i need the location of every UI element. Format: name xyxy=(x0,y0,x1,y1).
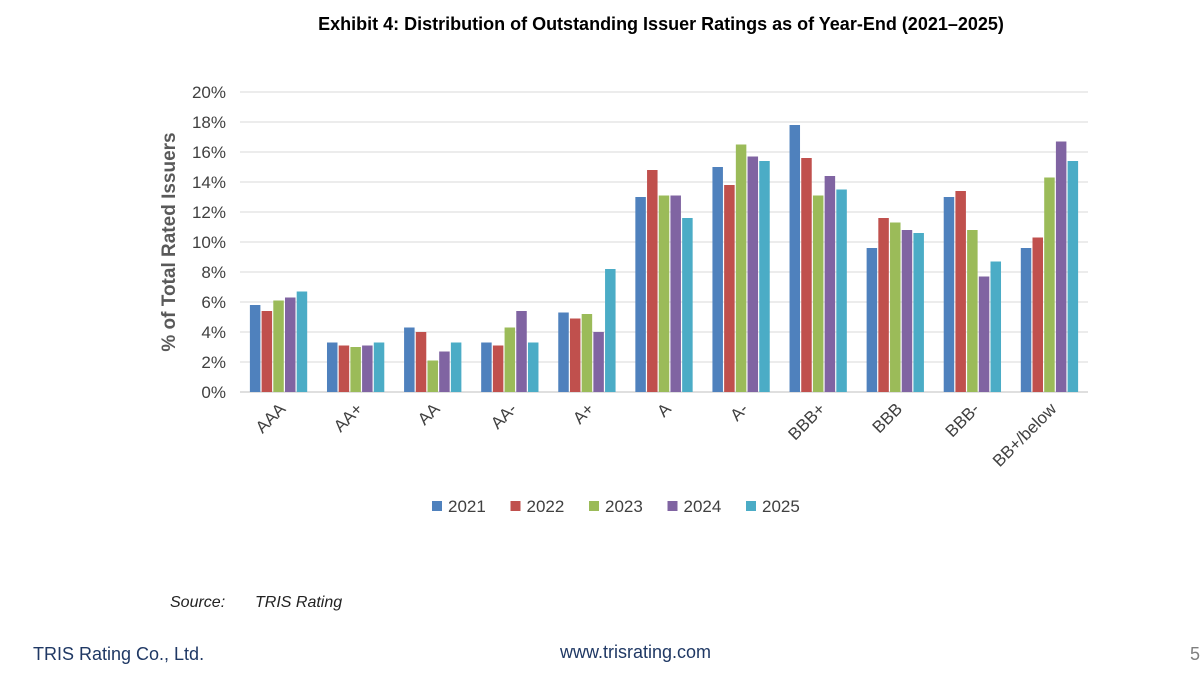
bar-2021-AA+ xyxy=(326,342,338,392)
legend: 2021 2022 2023 2024 2025 xyxy=(432,497,800,516)
bar-2022-BB+/below xyxy=(1032,237,1044,392)
y-tick-label: 6% xyxy=(201,293,226,312)
bar-2025-BBB+ xyxy=(836,189,847,392)
y-tick-label: 16% xyxy=(192,143,226,162)
bar-2023-AAA xyxy=(273,300,284,392)
source-value: TRIS Rating xyxy=(255,594,343,611)
bar-2022-AA xyxy=(415,332,427,392)
x-tick-label: A+ xyxy=(569,399,598,428)
y-tick-label: 18% xyxy=(192,113,226,132)
bar-2022-AA- xyxy=(492,345,504,392)
bar-2025-AA+ xyxy=(373,342,385,392)
bar-2021-AA xyxy=(404,327,415,392)
y-tick-label: 12% xyxy=(192,203,226,222)
bar-2024-BBB- xyxy=(978,276,990,392)
bar-2025-AA xyxy=(450,342,462,392)
bar-2025-A xyxy=(682,218,693,392)
y-tick-label: 0% xyxy=(201,383,226,402)
bar-2021-A- xyxy=(712,167,723,392)
bar-2021-AAA xyxy=(249,305,261,392)
bar-2022-A+ xyxy=(569,318,581,392)
bar-2023-BB+/below xyxy=(1044,177,1055,392)
x-tick-label: BBB xyxy=(869,399,906,436)
legend-swatch xyxy=(746,501,756,511)
bar-2025-BB+/below xyxy=(1067,161,1079,392)
bar-2024-A xyxy=(670,195,681,392)
bar-2021-A+ xyxy=(558,312,569,392)
bar-2021-BBB- xyxy=(943,197,955,392)
bar-2025-BBB xyxy=(913,233,924,392)
bars xyxy=(249,125,1079,392)
y-tick-label: 2% xyxy=(201,353,226,372)
legend-label: 2025 xyxy=(762,497,800,516)
y-tick-label: 8% xyxy=(201,263,226,282)
legend-label: 2021 xyxy=(448,497,486,516)
bar-2022-AA+ xyxy=(338,345,350,392)
legend-swatch xyxy=(432,501,442,511)
bar-2023-AA- xyxy=(504,327,516,392)
bar-2022-BBB xyxy=(878,218,889,392)
bar-2024-AA+ xyxy=(362,345,373,392)
bar-2024-A- xyxy=(747,156,759,392)
bar-2023-A- xyxy=(735,144,747,392)
source-label: Source: xyxy=(170,594,226,611)
legend-label: 2023 xyxy=(605,497,643,516)
legend-swatch xyxy=(589,501,599,511)
x-tick-label: BB+/below xyxy=(989,399,1061,471)
legend-label: 2022 xyxy=(527,497,565,516)
x-tick-label: A- xyxy=(726,399,751,424)
bar-2025-A- xyxy=(759,161,770,392)
y-tick-label: 14% xyxy=(192,173,226,192)
bar-2024-BBB+ xyxy=(824,176,836,392)
bar-2023-AA+ xyxy=(350,347,361,392)
chart-title: Exhibit 4: Distribution of Outstanding I… xyxy=(318,14,1004,34)
bar-2023-AA xyxy=(427,360,438,392)
bar-2024-AA- xyxy=(516,311,527,392)
legend-label: 2024 xyxy=(684,497,722,516)
bar-2023-BBB- xyxy=(967,230,978,392)
bar-2024-BBB xyxy=(901,230,913,392)
bar-2024-AAA xyxy=(284,297,296,392)
bar-2025-A+ xyxy=(605,269,616,392)
bar-2024-A+ xyxy=(593,332,604,392)
y-tick-label: 10% xyxy=(192,233,226,252)
bar-2024-AA xyxy=(439,351,450,392)
y-tick-labels: 0% 2% 4% 6% 8% 10% 12% 14% 16% 18% 20% xyxy=(192,83,226,402)
bar-chart: 0% 2% 4% 6% 8% 10% 12% 14% 16% 18% 20% % of Total … xyxy=(159,83,1088,516)
bar-2022-BBB- xyxy=(955,191,966,392)
legend-swatch xyxy=(510,501,521,511)
bar-2022-A- xyxy=(724,185,735,392)
bar-2023-A xyxy=(658,195,670,392)
y-tick-label: 4% xyxy=(201,323,226,342)
x-tick-label: BBB+ xyxy=(784,399,829,444)
page-number: 5 xyxy=(1190,644,1200,664)
bar-2022-AAA xyxy=(261,311,273,392)
bar-2025-AAA xyxy=(296,291,308,392)
x-tick-label: AA xyxy=(414,399,444,429)
bar-2025-AA- xyxy=(527,342,539,392)
bar-2023-BBB xyxy=(890,222,901,392)
company-name: TRIS Rating Co., Ltd. xyxy=(33,644,205,664)
x-tick-label: AA+ xyxy=(330,399,367,436)
bar-2021-BBB xyxy=(866,248,878,392)
bar-2021-A xyxy=(635,197,646,392)
y-tick-label: 20% xyxy=(192,83,226,102)
bar-2022-BBB+ xyxy=(801,158,812,392)
website-link[interactable]: www.trisrating.com xyxy=(560,642,712,662)
x-tick-label: AA- xyxy=(487,399,520,432)
x-tick-labels: AAA AA+ AA AA- A+ A A- BBB+ BBB BBB- BB+/below xyxy=(252,399,1061,471)
bar-2021-AA- xyxy=(481,342,492,392)
bar-2021-BBB+ xyxy=(789,125,801,392)
x-tick-label: A xyxy=(653,399,675,421)
bar-2025-BBB- xyxy=(990,261,1002,392)
bar-2023-BBB+ xyxy=(812,195,824,392)
legend-swatch xyxy=(667,501,678,511)
x-tick-label: BBB- xyxy=(942,399,983,440)
y-axis-label: % of Total Rated Issuers xyxy=(159,132,180,351)
bar-2022-A xyxy=(647,170,658,392)
x-tick-label: AAA xyxy=(252,399,290,437)
bar-2024-BB+/below xyxy=(1055,141,1067,392)
bar-2021-BB+/below xyxy=(1020,248,1032,392)
bar-2023-A+ xyxy=(581,314,593,392)
